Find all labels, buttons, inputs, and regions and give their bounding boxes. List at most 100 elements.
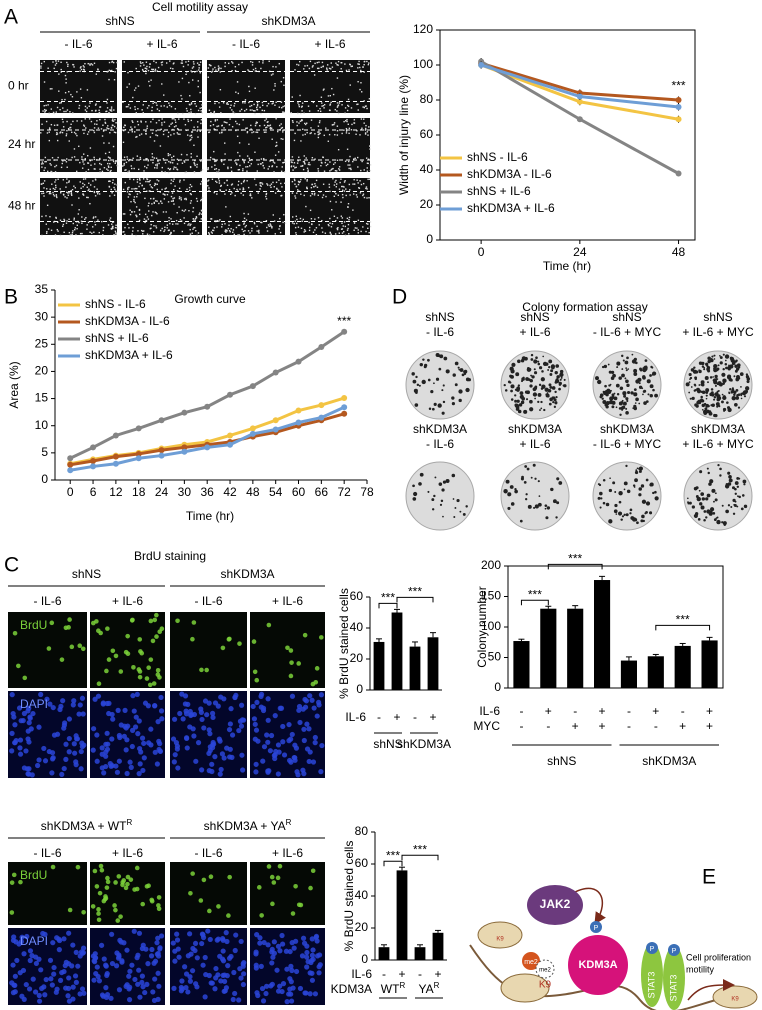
- cell: [109, 195, 111, 197]
- cell: [115, 707, 121, 713]
- colony: [526, 467, 530, 471]
- cell: [117, 734, 123, 741]
- colony: [539, 409, 541, 411]
- cell: [91, 64, 94, 66]
- sign: -: [546, 719, 550, 733]
- cell: [244, 102, 246, 104]
- cell: [296, 703, 303, 710]
- cell: [154, 211, 157, 213]
- micrograph: [90, 612, 165, 688]
- colony: [719, 474, 722, 477]
- colony: [694, 377, 697, 381]
- cell: [190, 726, 196, 732]
- colony: [503, 489, 508, 494]
- colony: [697, 400, 700, 403]
- cell: [278, 705, 285, 711]
- cell: [301, 105, 303, 108]
- colony: [633, 392, 638, 397]
- y-tick-label: 80: [355, 824, 369, 838]
- cell: [238, 938, 244, 945]
- sign: -: [377, 710, 381, 724]
- cell: [11, 714, 17, 720]
- cell: [293, 884, 298, 889]
- group-label-sup: R: [399, 981, 405, 990]
- cell: [151, 153, 154, 155]
- cell: [335, 62, 337, 64]
- colony: [698, 369, 702, 374]
- cell: [357, 232, 360, 234]
- cell: [230, 996, 236, 1003]
- cell: [88, 105, 90, 107]
- cell: [12, 973, 18, 979]
- cell: [51, 183, 53, 185]
- cell: [289, 731, 295, 738]
- cell: [170, 200, 173, 202]
- cell: [214, 120, 217, 122]
- cell: [122, 707, 128, 713]
- cell: [229, 106, 232, 109]
- cell: [125, 633, 130, 639]
- cell: [107, 127, 109, 130]
- cell: [282, 111, 285, 113]
- cell: [218, 106, 221, 108]
- colony: [711, 403, 715, 408]
- cell: [193, 126, 195, 128]
- cell: [9, 730, 15, 736]
- cell: [185, 107, 188, 110]
- cell: [158, 933, 165, 939]
- cell: [103, 763, 109, 770]
- cell: [196, 166, 198, 168]
- cell: [79, 986, 86, 992]
- cell: [224, 142, 226, 144]
- cell: [309, 209, 312, 212]
- cell: [107, 162, 109, 165]
- cell: [105, 626, 110, 631]
- colony: [441, 411, 445, 415]
- cell: [250, 194, 252, 197]
- row-label: 24 hr: [8, 137, 35, 151]
- cell: [51, 157, 54, 159]
- cell: [65, 985, 72, 992]
- cell: [238, 168, 241, 171]
- cell: [303, 112, 305, 115]
- cell: [304, 178, 306, 180]
- x-tick-label: 36: [201, 485, 215, 499]
- cell: [319, 120, 321, 122]
- cell: [175, 765, 181, 771]
- cell: [252, 131, 255, 133]
- cell: [10, 962, 16, 968]
- cell: [207, 168, 209, 171]
- cell: [333, 184, 336, 186]
- colony: [421, 379, 426, 385]
- cell: [249, 105, 251, 108]
- cell: [12, 630, 18, 636]
- cell: [345, 194, 347, 197]
- cell: [145, 703, 151, 709]
- cell: [352, 183, 354, 185]
- cell: [184, 209, 187, 211]
- cell: [156, 165, 159, 167]
- colony: [445, 369, 450, 374]
- colony: [437, 403, 442, 408]
- cell: [217, 178, 220, 180]
- cell: [258, 137, 260, 139]
- colony: [625, 367, 628, 370]
- cell: [314, 62, 316, 65]
- colony: [600, 497, 603, 500]
- colony: [611, 405, 615, 409]
- cell: [93, 129, 95, 132]
- colony: [701, 365, 705, 368]
- colony: [599, 506, 602, 509]
- cell: [364, 132, 367, 134]
- cell: [182, 112, 184, 115]
- colony: [703, 518, 706, 522]
- legend-label: shKDM3A - IL-6: [467, 167, 552, 181]
- colony: [688, 501, 692, 505]
- cell: [161, 61, 164, 63]
- micrograph: [250, 691, 325, 778]
- cell: [229, 754, 235, 760]
- colony: [607, 363, 610, 366]
- cell: [331, 209, 333, 211]
- cell: [249, 165, 251, 167]
- cell: [280, 182, 282, 185]
